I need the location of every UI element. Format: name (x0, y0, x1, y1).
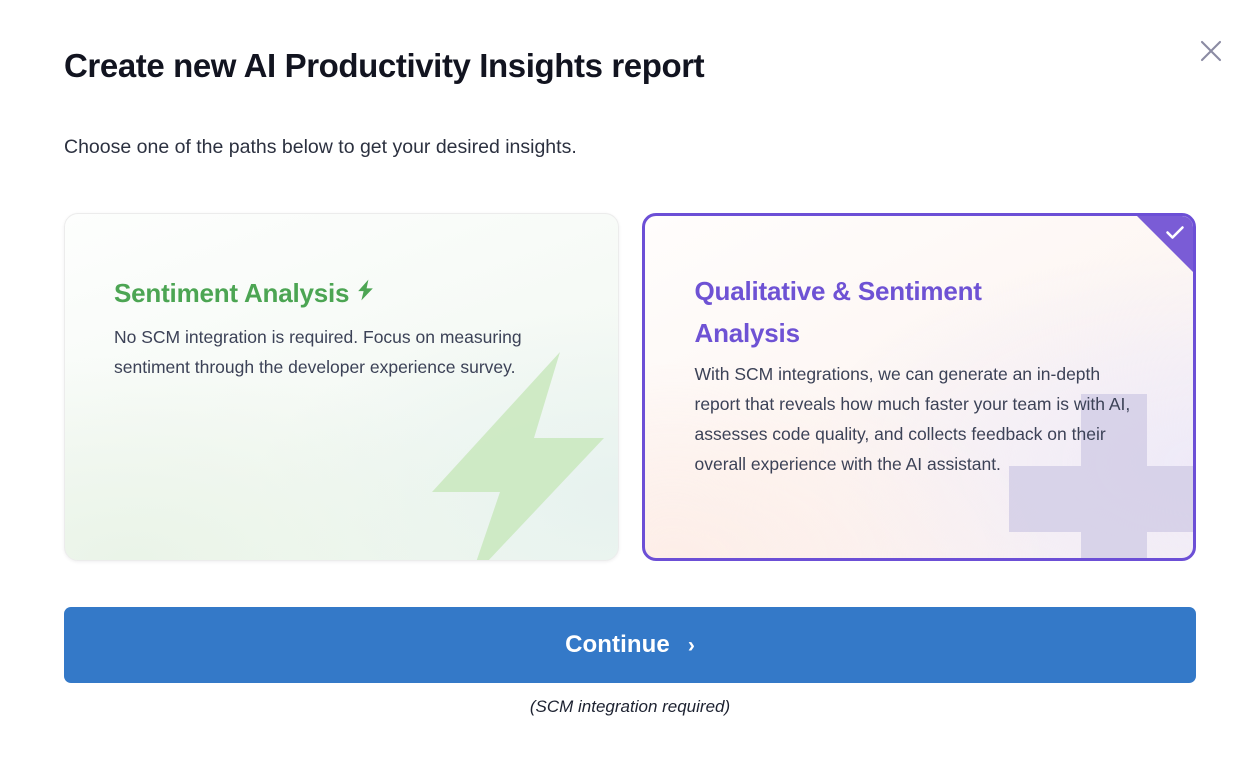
card-description: No SCM integration is required. Focus on… (114, 327, 522, 377)
page-subtitle: Choose one of the paths below to get you… (64, 136, 577, 158)
page-title: Create new AI Productivity Insights repo… (64, 47, 705, 84)
continue-button[interactable]: Continue › (64, 607, 1196, 683)
scm-requirement-note: (SCM integration required) (529, 697, 731, 716)
card-content: Qualitative & Sentiment Analysis With SC… (645, 216, 1194, 479)
card-heading: Qualitative & Sentiment Analysis (694, 276, 982, 348)
close-icon-button[interactable] (1192, 32, 1230, 70)
card-heading: Sentiment Analysis (114, 271, 572, 314)
card-sentiment-analysis[interactable]: Sentiment Analysis No SCM integration is… (64, 213, 619, 561)
lightning-bolt-icon (356, 271, 375, 313)
card-qualitative-sentiment-analysis[interactable]: Qualitative & Sentiment Analysis With SC… (641, 213, 1196, 561)
chevron-right-icon: › (687, 633, 695, 657)
card-heading-text: Sentiment Analysis (114, 278, 350, 308)
card-content: Sentiment Analysis No SCM integration is… (65, 214, 618, 382)
continue-button-label: Continue (565, 631, 670, 658)
card-description: With SCM integrations, we can generate a… (694, 364, 1131, 474)
path-options: Sentiment Analysis No SCM integration is… (64, 213, 1196, 561)
close-icon (1198, 38, 1224, 64)
